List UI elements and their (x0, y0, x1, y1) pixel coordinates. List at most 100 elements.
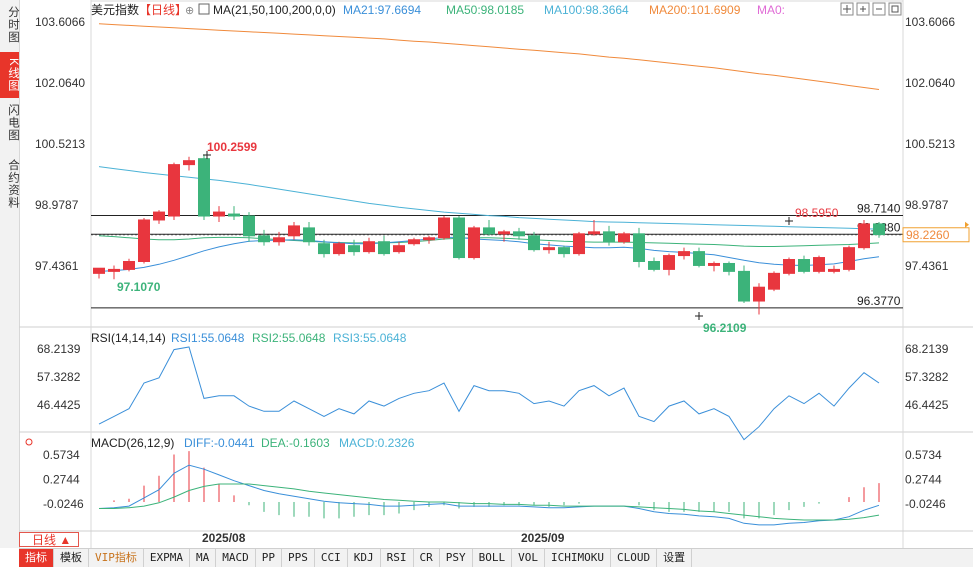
indicator-tab-15[interactable]: ICHIMOKU (545, 549, 611, 567)
candle-body (513, 231, 525, 237)
macd-dea-label: DEA:-0.1603 (261, 436, 330, 450)
candle-body (813, 257, 825, 272)
macd-dea-line (99, 483, 880, 521)
current-price-arrow (965, 221, 969, 228)
indicator-tab-4[interactable]: MA (190, 549, 217, 567)
level-label-level_3: 96.3770 (857, 294, 901, 308)
indicator-tab-11[interactable]: CR (414, 549, 440, 567)
price-tick-right: 103.6066 (905, 15, 955, 29)
candle-body (723, 262, 735, 272)
indicator-tab-1[interactable]: 模板 (54, 549, 89, 567)
candle-body (498, 231, 510, 235)
candle-body (603, 231, 615, 243)
header-ma-params: MA(21,50,100,200,0,0) (213, 3, 336, 17)
price-tick-left: 102.0640 (35, 76, 85, 90)
candle-body (573, 233, 585, 255)
indicator-tab-6[interactable]: PP (256, 549, 282, 567)
indicator-tab-17[interactable]: 设置 (657, 549, 693, 567)
candle-body (243, 215, 255, 237)
indicator-tab-10[interactable]: RSI (381, 549, 414, 567)
macd-settings-icon (25, 438, 33, 446)
indicator-tab-7[interactable]: PPS (282, 549, 315, 567)
price-tick-left: 98.9787 (35, 198, 79, 212)
header-ma0: MA0: (757, 3, 785, 17)
header-period: 【日线】 (139, 3, 187, 17)
header-instrument: 美元指数 (91, 2, 139, 17)
rsi-tick-right: 57.3282 (905, 370, 949, 384)
crosshair-icon[interactable] (840, 2, 854, 16)
period-selector[interactable]: 日线 ▲ (19, 532, 79, 547)
candle-body (288, 225, 300, 237)
indicator-tab-13[interactable]: BOLL (473, 549, 513, 567)
left-tab-bar: 分时图 K线图闪电图合约资料 (0, 0, 20, 548)
candle-body (273, 237, 285, 243)
candle-body (468, 227, 480, 259)
header-ma50: MA50:98.0185 (446, 3, 524, 17)
price-tick-right: 102.0640 (905, 76, 955, 90)
left-tab-2[interactable]: 闪电图 (7, 104, 19, 142)
candle-body (363, 241, 375, 253)
macd-tick-left: 0.5734 (43, 448, 80, 462)
left-tab-3[interactable]: 合约资料 (7, 159, 19, 209)
indicator-tab-12[interactable]: PSY (440, 549, 473, 567)
high-annotation: 100.2599 (207, 140, 257, 154)
zoom-out-icon[interactable] (872, 2, 886, 16)
indicator-tab-0[interactable]: 指标 (19, 549, 54, 567)
header-ma200: MA200:101.6909 (649, 3, 741, 17)
indicator-tab-3[interactable]: EXPMA (144, 549, 190, 567)
candle-body (768, 272, 780, 290)
candle-body (303, 227, 315, 243)
candle-body (558, 247, 570, 255)
candle-body (648, 260, 660, 270)
indicator-tab-8[interactable]: CCI (315, 549, 348, 567)
candle-body (738, 270, 750, 302)
candle-body (138, 219, 150, 262)
indicator-tab-14[interactable]: VOL (512, 549, 545, 567)
fullscreen-icon[interactable] (888, 2, 902, 16)
indicator-tab-2[interactable]: VIP指标 (89, 549, 144, 567)
macd-tick-left: -0.0246 (43, 497, 84, 511)
candle-body (348, 245, 360, 253)
macd-title: MACD(26,12,9) (91, 436, 174, 450)
indicator-tab-5[interactable]: MACD (216, 549, 256, 567)
level-label-level_1: 98.7140 (857, 201, 901, 215)
ma21-line (98, 236, 880, 272)
candle-body (828, 268, 840, 272)
ma50-line (98, 235, 880, 247)
settings-icon: ⊕ (185, 5, 194, 17)
indicator-tab-bar: 指标 模板 VIP指标 EXPMA MA MACD PP PPS CCI KDJ RSI CR PSY B… (19, 548, 973, 567)
rsi-line (98, 346, 880, 441)
price-tick-right: 100.5213 (905, 137, 955, 151)
candle-body (873, 223, 885, 236)
price-tick-left: 100.5213 (35, 137, 85, 151)
chart-area[interactable]: 美元指数 【日线】⊕ MA(21,50,100,200,0,0) MA21:97.66… (19, 0, 973, 548)
macd-tick-left: 0.2744 (43, 473, 80, 487)
candle-body (483, 227, 495, 235)
candle-body (438, 217, 450, 239)
candle-body (168, 164, 180, 217)
left-tab-0[interactable]: 分时图 (7, 6, 19, 44)
macd-diff-line (98, 464, 880, 526)
header-ma100: MA100:98.3664 (544, 3, 629, 17)
marker-cross (695, 312, 703, 320)
candle-body (528, 235, 540, 251)
zoom-in-icon[interactable] (856, 2, 870, 16)
rsi-tick-left: 68.2139 (37, 342, 81, 356)
macd-value-label: MACD:0.2326 (339, 436, 415, 450)
candle-body (318, 243, 330, 255)
candle-body (423, 237, 435, 241)
rsi-tick-left: 57.3282 (37, 370, 81, 384)
rsi-title: RSI(14,14,14) (91, 331, 166, 345)
indicator-tab-16[interactable]: CLOUD (611, 549, 658, 567)
current-price-box (902, 227, 970, 243)
rsi-tick-right: 46.4425 (905, 398, 949, 412)
main-panel-frame (90, 0, 904, 328)
candle-body (123, 260, 135, 270)
candle-body (708, 262, 720, 266)
left-tab-1[interactable]: K线图 (0, 52, 19, 98)
low-annotation-1: 97.1070 (117, 280, 161, 294)
macd-tick-right: 0.5734 (905, 448, 942, 462)
indicator-tab-9[interactable]: KDJ (348, 549, 381, 567)
candle-body (858, 223, 870, 249)
candle-body (408, 239, 420, 245)
